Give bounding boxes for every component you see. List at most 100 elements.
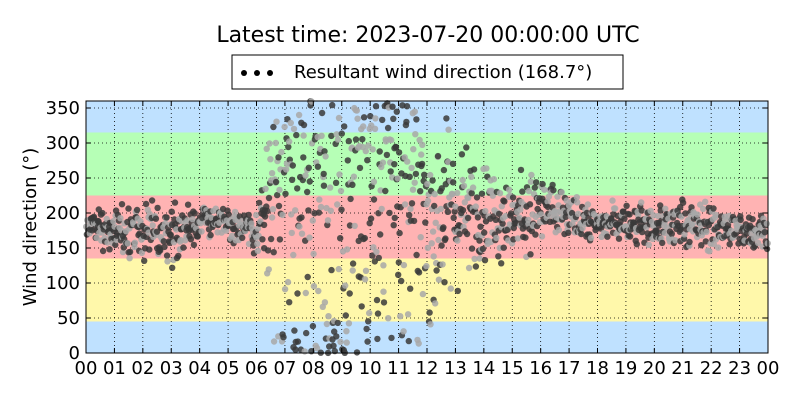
- x-tick-label: 08: [302, 358, 325, 379]
- data-point: [300, 132, 307, 139]
- data-point: [431, 202, 438, 210]
- data-point: [353, 349, 361, 356]
- data-point: [376, 148, 383, 155]
- data-point: [438, 242, 445, 249]
- data-point: [254, 225, 262, 232]
- data-point: [468, 173, 475, 180]
- data-point: [273, 118, 280, 125]
- data-point: [367, 215, 375, 222]
- data-point: [445, 126, 452, 133]
- data-point: [737, 216, 744, 224]
- data-point: [288, 229, 295, 237]
- data-point: [403, 118, 410, 126]
- y-tick-label: 50: [57, 308, 80, 329]
- legend-label: Resultant wind direction (168.7°): [294, 62, 592, 83]
- data-point: [99, 209, 106, 217]
- x-tick-label: 13: [444, 358, 467, 379]
- legend-marker: [254, 70, 260, 76]
- data-point: [430, 253, 437, 260]
- data-point: [428, 240, 435, 247]
- data-point: [138, 249, 146, 256]
- data-point: [304, 273, 311, 281]
- data-point: [361, 234, 368, 242]
- data-point: [754, 239, 762, 247]
- data-point: [527, 251, 534, 258]
- data-point: [538, 233, 546, 240]
- data-point: [163, 214, 170, 221]
- data-point: [374, 335, 381, 343]
- x-tick-label: 10: [359, 358, 382, 379]
- data-point: [587, 234, 595, 242]
- data-point: [465, 264, 473, 272]
- data-point: [638, 199, 645, 206]
- data-point: [322, 153, 329, 160]
- data-point: [460, 182, 468, 190]
- data-point: [763, 245, 771, 253]
- data-point: [539, 180, 546, 188]
- data-point: [574, 210, 582, 217]
- data-point: [424, 244, 431, 252]
- data-point: [373, 296, 381, 304]
- data-point: [449, 160, 457, 167]
- data-point: [106, 246, 113, 253]
- data-points: [83, 98, 771, 357]
- data-point: [164, 258, 171, 265]
- data-point: [569, 220, 576, 227]
- data-point: [549, 181, 556, 189]
- data-point: [421, 171, 428, 178]
- data-point: [191, 210, 198, 217]
- data-point: [354, 115, 361, 122]
- data-point: [278, 148, 285, 156]
- data-point: [302, 289, 309, 297]
- data-point: [362, 147, 369, 155]
- data-point: [411, 108, 418, 115]
- data-point: [342, 312, 349, 319]
- data-point: [349, 267, 356, 274]
- data-point: [296, 223, 303, 230]
- data-point: [245, 211, 252, 219]
- data-point: [471, 255, 478, 263]
- data-point: [298, 230, 306, 237]
- data-point: [452, 203, 459, 210]
- y-axis: 0 50 100 150 200 250 300 350: [46, 98, 768, 364]
- data-point: [661, 229, 668, 237]
- data-point: [341, 123, 348, 130]
- data-point: [525, 187, 533, 195]
- data-point: [154, 204, 161, 212]
- data-point: [743, 230, 750, 237]
- data-point: [447, 285, 454, 292]
- data-point: [657, 202, 664, 209]
- data-point: [180, 244, 187, 251]
- x-tick-label: 07: [273, 358, 296, 379]
- data-point: [393, 108, 400, 115]
- data-point: [495, 210, 503, 218]
- data-point: [621, 215, 628, 222]
- data-point: [292, 207, 299, 214]
- data-point: [395, 149, 403, 156]
- data-point: [715, 244, 722, 251]
- data-point: [502, 212, 509, 220]
- data-point: [316, 196, 323, 203]
- data-point: [396, 229, 403, 237]
- data-point: [157, 247, 164, 254]
- data-point: [426, 309, 433, 316]
- data-point: [682, 210, 689, 217]
- data-point: [638, 228, 646, 236]
- data-point: [706, 248, 713, 255]
- data-point: [388, 136, 395, 144]
- data-point: [315, 209, 323, 216]
- data-point: [169, 264, 176, 271]
- data-point: [283, 166, 290, 173]
- data-point: [498, 203, 505, 210]
- data-point: [293, 131, 300, 139]
- data-point: [417, 188, 424, 195]
- data-point: [416, 136, 423, 144]
- data-point: [555, 226, 563, 234]
- x-tick-label: 05: [217, 358, 240, 379]
- data-point: [722, 216, 729, 224]
- data-point: [392, 143, 400, 151]
- x-tick-label: 06: [245, 358, 268, 379]
- data-point: [417, 234, 424, 241]
- data-point: [190, 241, 198, 249]
- data-point: [398, 277, 405, 285]
